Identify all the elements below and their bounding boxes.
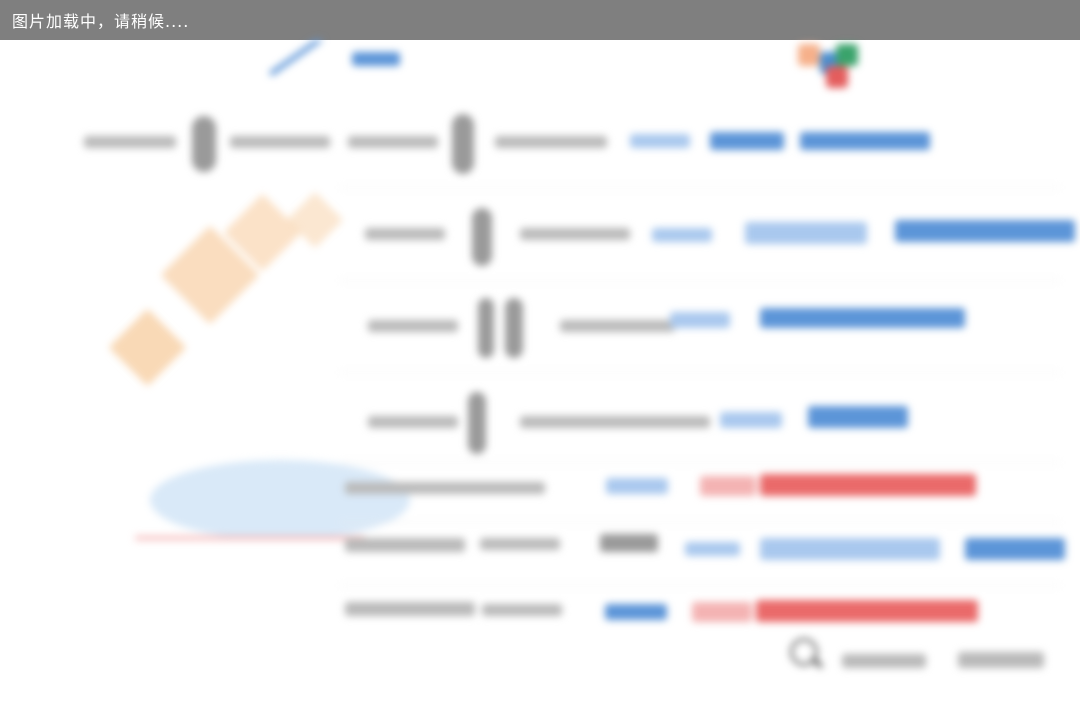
logo-icon	[790, 40, 870, 100]
blurred-image-placeholder	[0, 40, 1080, 703]
loading-message: 图片加载中，请稍候....	[12, 12, 190, 31]
blue-label-mark	[352, 52, 400, 66]
arrow-mark	[268, 40, 329, 77]
image-loading-bar: 图片加载中，请稍候....	[0, 0, 1080, 40]
watermark-icon	[790, 638, 830, 678]
